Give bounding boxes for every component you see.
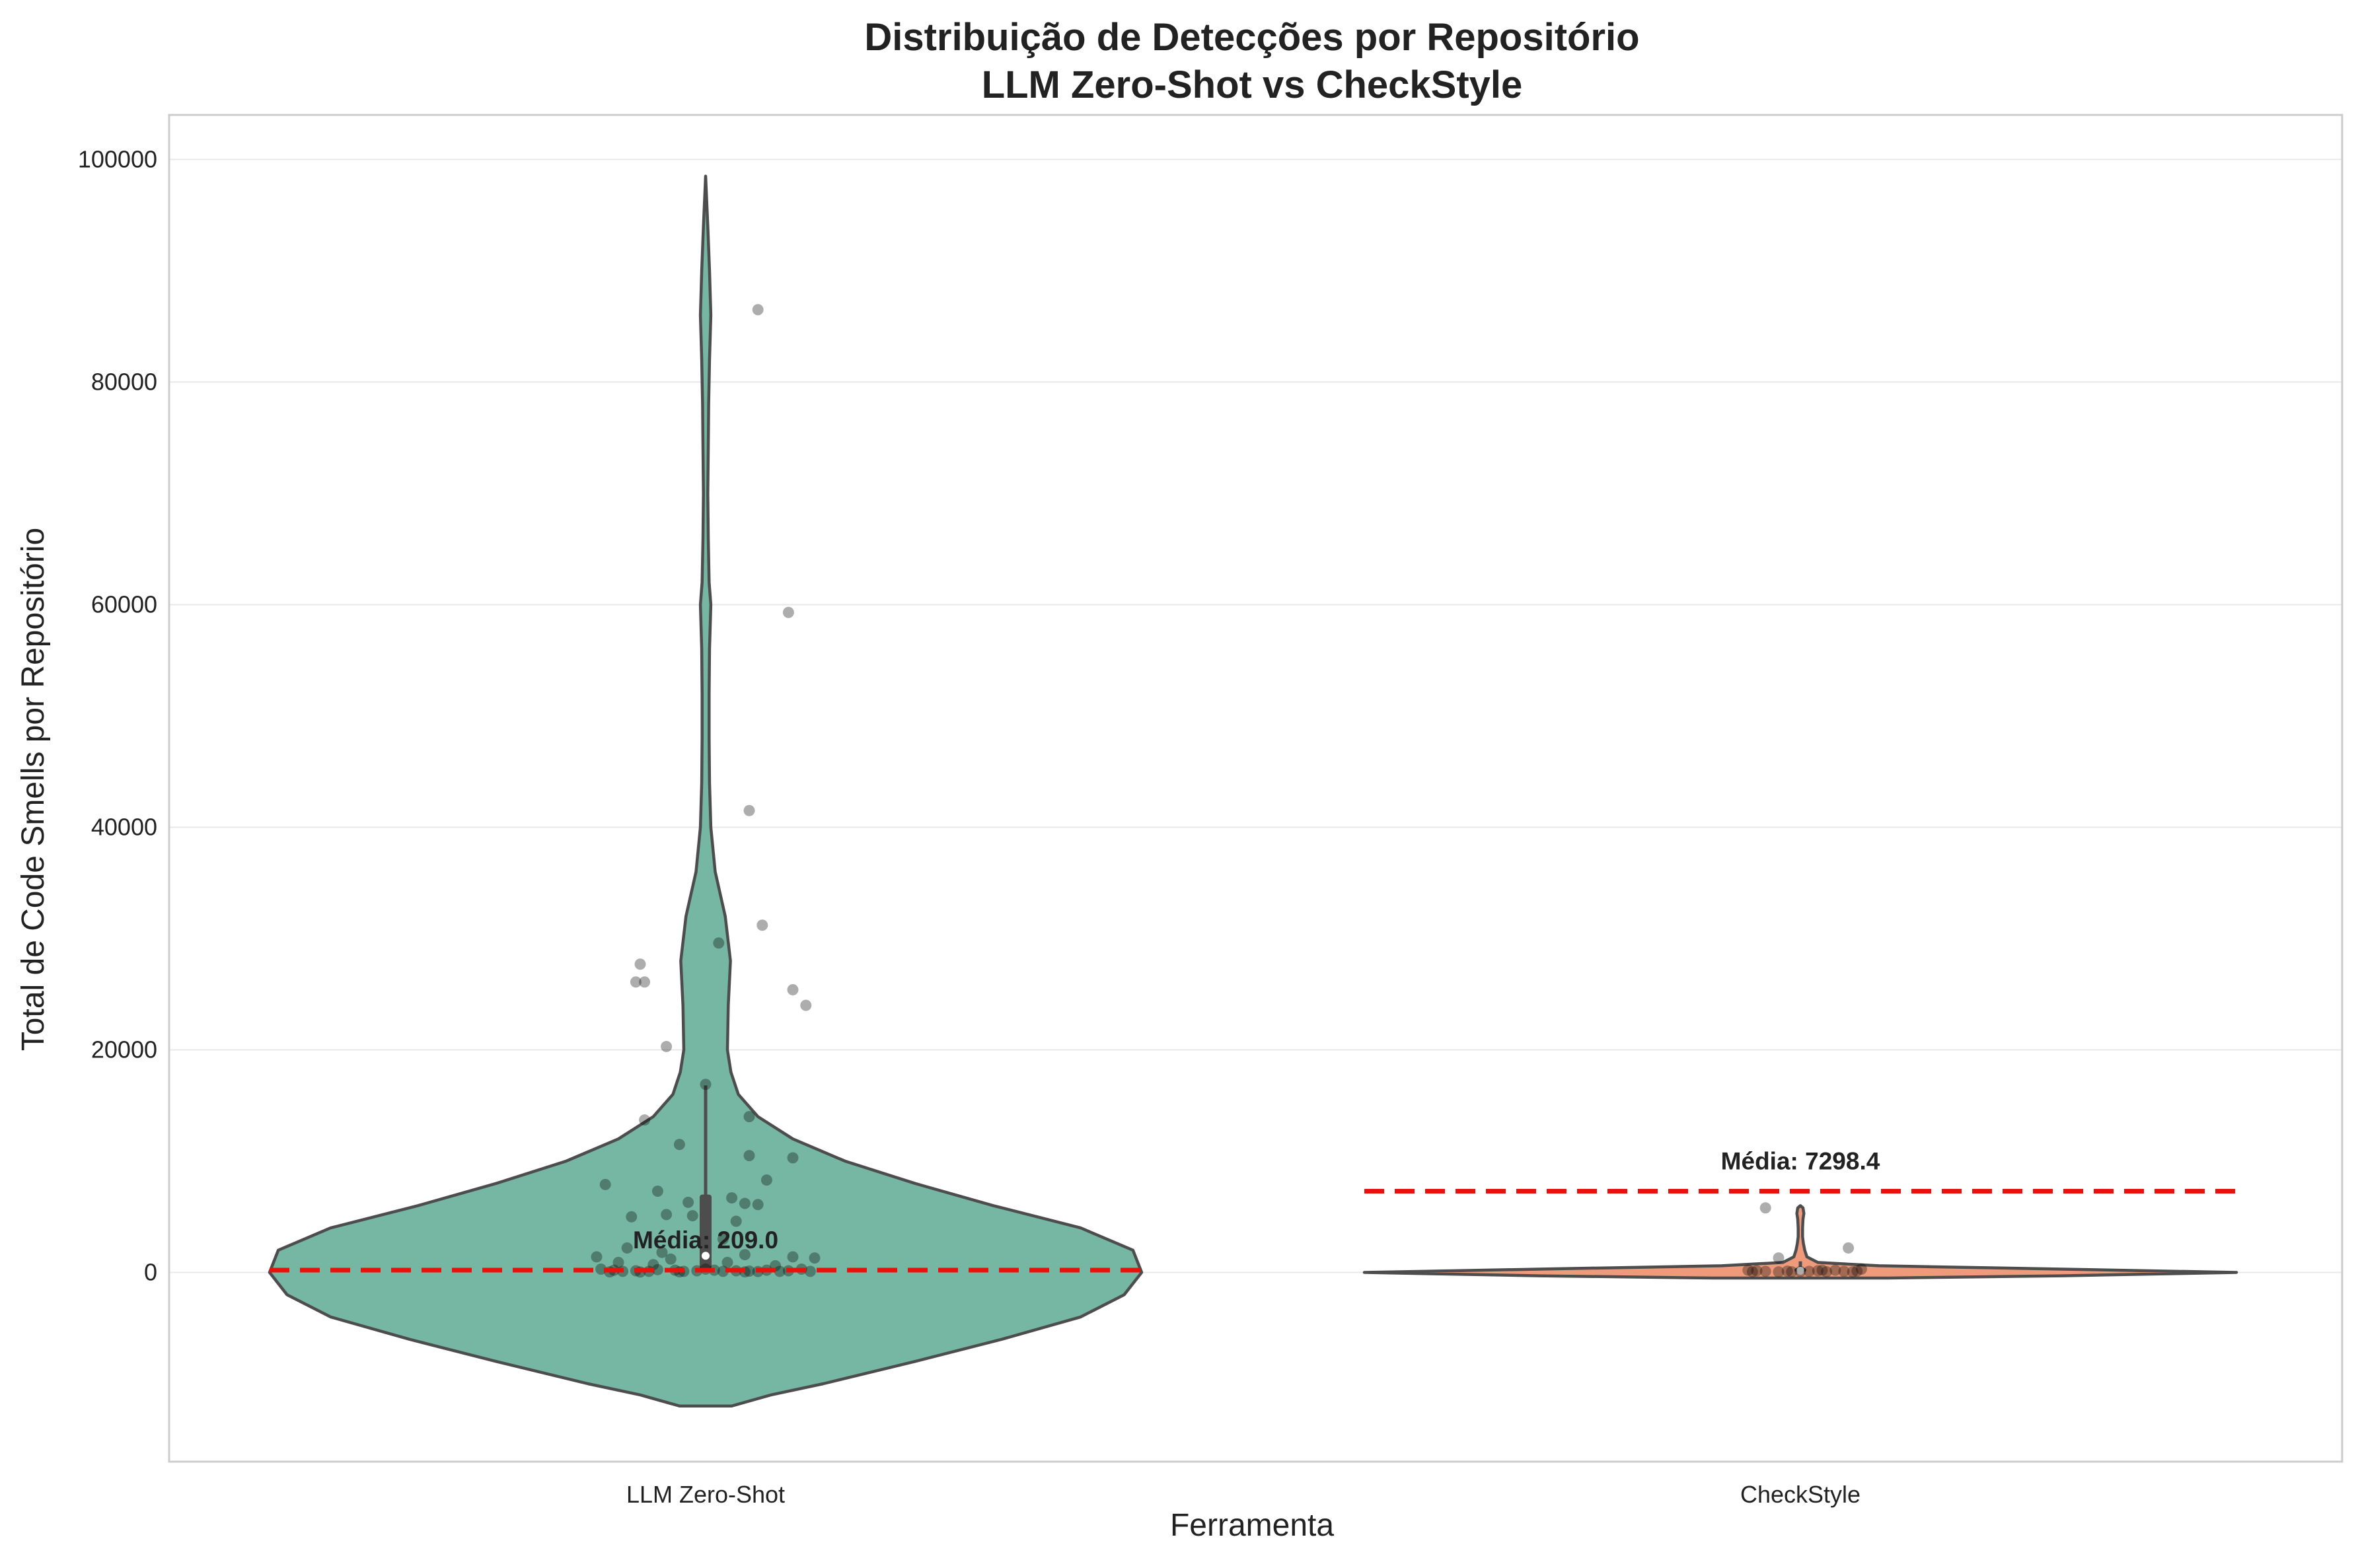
data-point [1794, 1265, 1806, 1277]
data-point [1746, 1266, 1758, 1278]
data-point [1816, 1264, 1828, 1276]
data-point [752, 1199, 764, 1211]
chart-title-line-2: LLM Zero-Shot vs CheckStyle [982, 63, 1523, 106]
violin-group: Média: 7298.4 [1362, 1148, 2238, 1280]
data-point [700, 1079, 712, 1090]
data-point [739, 1197, 751, 1209]
data-point [639, 1114, 651, 1126]
violin-body [268, 174, 1144, 1408]
data-point [639, 976, 651, 988]
data-point [756, 919, 768, 931]
violin-group: Média: 209.0 [268, 174, 1144, 1408]
data-point [1773, 1266, 1785, 1278]
y-tick-label: 20000 [91, 1036, 157, 1063]
iqr-box [700, 1194, 712, 1269]
y-tick-label: 80000 [91, 368, 157, 395]
data-point [804, 1265, 816, 1277]
data-point [591, 1251, 603, 1263]
data-point [739, 1249, 751, 1261]
data-point [651, 1186, 663, 1197]
data-point [612, 1256, 624, 1268]
data-point [800, 999, 812, 1011]
y-tick-label: 60000 [91, 590, 157, 618]
data-point [1847, 1266, 1859, 1278]
y-axis-ticks: 0 20000 40000 60000 80000 100000 [78, 145, 157, 1285]
mean-label: Média: 209.0 [633, 1227, 778, 1254]
data-point [630, 976, 642, 988]
x-tick-label: CheckStyle [1740, 1481, 1861, 1508]
data-point [717, 1233, 729, 1245]
data-point [726, 1192, 738, 1204]
data-point [1803, 1265, 1815, 1277]
data-point [1843, 1242, 1855, 1254]
chart-title-line-1: Distribuição de Detecções por Repositóri… [864, 16, 1639, 59]
data-point [787, 1251, 799, 1263]
data-point [743, 1150, 755, 1162]
data-point [661, 1040, 673, 1052]
data-point [1773, 1252, 1785, 1264]
data-point [1759, 1265, 1771, 1277]
data-point [1851, 1265, 1863, 1277]
y-tick-label: 40000 [91, 813, 157, 840]
data-point [782, 606, 794, 618]
data-point [743, 1111, 755, 1123]
data-point [1812, 1265, 1824, 1277]
data-point [721, 1256, 733, 1268]
data-point [599, 1178, 611, 1190]
plot-frame [168, 114, 2343, 1463]
y-axis-label: Total de Code Smells por Repositório [16, 528, 51, 1051]
data-point [1855, 1263, 1867, 1275]
violin-body [1362, 1204, 2238, 1280]
data-point [743, 804, 755, 816]
data-point [1759, 1202, 1771, 1214]
data-point [752, 304, 764, 316]
data-point [595, 1263, 607, 1275]
data-point [787, 1152, 799, 1164]
data-point [760, 1174, 772, 1186]
plot-area: Média: 209.0 Média: 7298.4 [268, 174, 2238, 1408]
data-point [651, 1264, 663, 1275]
data-point [1751, 1265, 1763, 1277]
data-point [647, 1259, 659, 1271]
data-point [682, 1196, 694, 1208]
data-point [621, 1242, 633, 1254]
data-point [1829, 1264, 1841, 1276]
data-point [730, 1215, 742, 1227]
data-point [713, 937, 725, 949]
data-point [626, 1211, 638, 1223]
x-tick-label: LLM Zero-Shot [626, 1481, 785, 1508]
data-point [1838, 1265, 1850, 1277]
data-point [656, 1246, 668, 1258]
median-dot [702, 1252, 710, 1260]
median-dot [1796, 1267, 1804, 1275]
x-axis-label: Ferramenta [1170, 1508, 1334, 1543]
mean-label: Média: 7298.4 [1721, 1148, 1880, 1175]
data-point [665, 1253, 677, 1265]
data-point [634, 958, 646, 970]
y-tick-label: 0 [144, 1259, 157, 1286]
data-point [1742, 1264, 1754, 1276]
data-point [1786, 1266, 1798, 1278]
data-point [1781, 1265, 1793, 1277]
data-point [774, 1265, 786, 1277]
data-point [1821, 1266, 1833, 1278]
data-point [743, 1265, 755, 1277]
y-tick-label: 100000 [78, 145, 157, 172]
data-point [686, 1210, 698, 1222]
x-axis-ticks: LLM Zero-Shot CheckStyle [626, 1481, 1861, 1508]
data-point [673, 1139, 685, 1151]
data-point [787, 984, 799, 996]
data-point [661, 1209, 673, 1221]
data-point [809, 1252, 821, 1264]
